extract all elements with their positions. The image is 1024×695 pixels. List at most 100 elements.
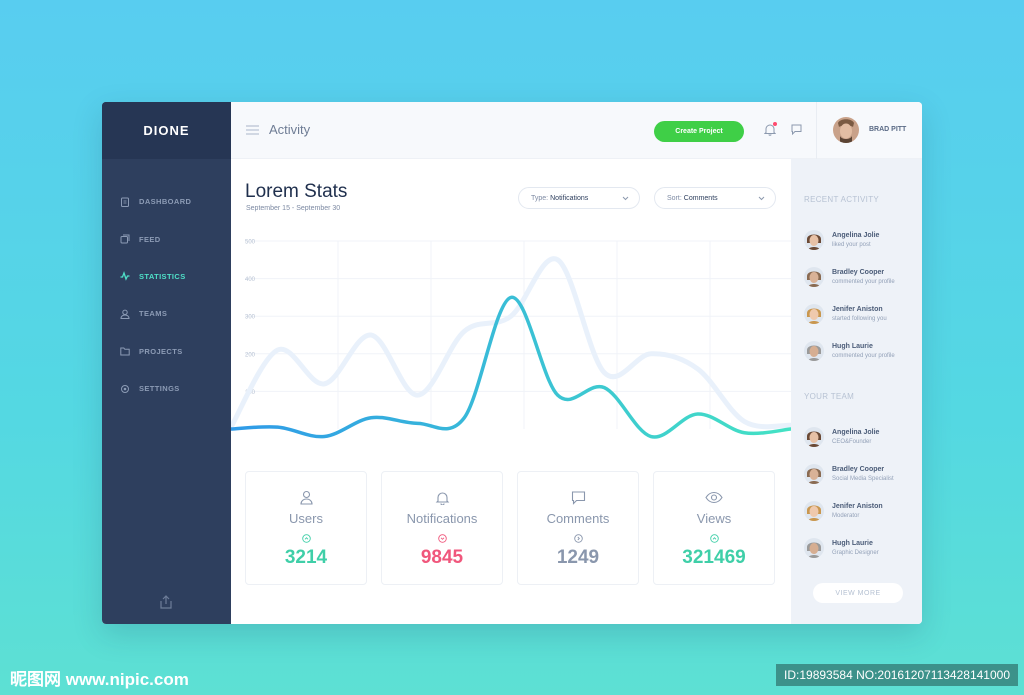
sidebar-item-label: DASHBOARD [139,197,192,207]
sidebar-item-dashboard[interactable]: DASHBOARD [102,183,231,220]
chat-icon[interactable] [791,124,802,135]
header-divider [816,102,817,159]
person-detail: commented your profile [832,279,895,285]
stat-card-value: 9845 [420,547,464,568]
avatar [804,501,824,521]
sidebar-item-label: STATISTICS [139,271,186,281]
gear-icon [121,384,129,393]
main-content: Lorem Stats September 15 - September 30 … [231,159,791,624]
person-detail: Moderator [832,513,860,519]
stat-card-label: Comments [546,511,610,526]
sort-dropdown[interactable]: Sort: Comments [654,187,776,209]
person-name: Bradley Cooper [832,269,885,276]
top-header: Activity Create Project BRAD PITT [231,102,922,159]
sort-dropdown-value: Comments [683,194,718,202]
activity-item[interactable]: Bradley Cooper commented your profile [804,267,922,297]
stat-card-label: Users [289,511,323,526]
team-member-item[interactable]: Hugh Laurie Graphic Designer [804,538,922,568]
team-member-item[interactable]: Jenifer Aniston Moderator [804,501,922,531]
right-panel: RECENT ACTIVITY Angelina Jolie liked your… [791,159,922,624]
chat-icon [571,491,585,505]
bell-icon [435,492,449,505]
activity-item[interactable]: Jenifer Aniston started following you [804,304,922,334]
sidebar-item-statistics[interactable]: STATISTICS [102,258,231,295]
stat-card-views[interactable]: Views 321469 [653,471,775,585]
team-member-item[interactable]: Angelina Jolie CEO&Founder [804,427,922,457]
notification-dot [773,122,777,126]
sidebar-nav: DASHBOARD FEED STATISTICS TEAMS PROJECTS… [102,183,231,407]
sidebar-item-label: PROJECTS [139,346,183,356]
stats-title: Lorem Stats [245,181,348,202]
create-project-button[interactable]: Create Project [654,121,744,142]
sidebar-item-settings[interactable]: SETTINGS [102,370,231,407]
avatar [804,230,824,250]
person-detail: CEO&Founder [832,439,872,445]
sidebar-item-label: FEED [139,234,161,244]
person-name: Angelina Jolie [832,429,880,436]
watermark-id: ID:19893584 NO:20161207113428141000 [776,664,1018,686]
user-icon [120,309,130,319]
sidebar-item-feed[interactable]: FEED [102,220,231,257]
user-name[interactable]: BRAD PITT [869,126,907,133]
stat-card-comments[interactable]: Comments 1249 [517,471,639,585]
sidebar-item-label: TEAMS [139,309,168,319]
dashboard-window: DIONE DASHBOARD FEED STATISTICS TEAMS PR… [102,102,922,624]
person-detail: Social Media Specialist [832,476,894,482]
eye-icon [705,491,723,504]
bell-icon[interactable] [764,123,776,136]
sidebar: DIONE DASHBOARD FEED STATISTICS TEAMS PR… [102,102,231,624]
stat-card-value: 3214 [284,547,328,568]
feed-icon [120,234,130,244]
trend-up-icon [709,534,719,543]
stat-card-label: Notifications [406,511,478,526]
stat-card-value: 321469 [682,547,746,568]
person-name: Jenifer Aniston [832,306,883,313]
person-name: Hugh Laurie [832,540,873,547]
person-detail: commented your profile [832,353,895,359]
person-detail: liked your post [832,242,871,248]
logo-area: DIONE [102,102,231,159]
chevron-down-icon [622,196,629,201]
stat-card-users[interactable]: Users 3214 [245,471,367,585]
activity-item[interactable]: Hugh Laurie commented your profile [804,341,922,371]
person-detail: started following you [832,316,887,322]
app-logo[interactable]: DIONE [143,123,190,138]
sidebar-item-teams[interactable]: TEAMS [102,295,231,332]
trend-down-icon [437,534,447,543]
activity-item[interactable]: Angelina Jolie liked your post [804,230,922,260]
stat-card-notifications[interactable]: Notifications 9845 [381,471,503,585]
view-more-button[interactable]: VIEW MORE [813,583,903,603]
chart-y-tick-label: 200 [245,352,256,358]
type-dropdown[interactable]: Type: Notifications [518,187,640,209]
team-member-item[interactable]: Bradley Cooper Social Media Specialist [804,464,922,494]
avatar [804,267,824,287]
avatar [804,304,824,324]
trend-neutral-icon [573,534,583,543]
person-detail: Graphic Designer [832,550,879,556]
stats-date-range: September 15 - September 30 [246,205,341,212]
share-icon[interactable] [158,594,174,610]
chart-y-tick-label: 300 [245,315,256,321]
person-name: Jenifer Aniston [832,503,883,510]
avatar [804,341,824,361]
user-icon [299,490,313,505]
avatar [804,427,824,447]
person-name: Hugh Laurie [832,343,873,350]
avatar [804,464,824,484]
sidebar-item-projects[interactable]: PROJECTS [102,333,231,370]
sort-dropdown-label: Sort: [667,194,682,202]
person-name: Bradley Cooper [832,466,885,473]
type-dropdown-label: Type: [531,194,549,202]
chart-series-primary [231,295,791,439]
type-dropdown-value: Notifications [550,194,589,202]
hamburger-menu-icon[interactable] [246,125,259,135]
page-title: Activity [269,122,311,137]
watermark-left: 昵图网 www.nipic.com [10,670,189,689]
your-team-title: YOUR TEAM [804,392,855,401]
user-avatar[interactable] [833,117,859,143]
folder-icon [120,347,130,356]
avatar [804,538,824,558]
chart-y-tick-label: 500 [245,240,256,246]
trend-up-icon [301,534,311,543]
